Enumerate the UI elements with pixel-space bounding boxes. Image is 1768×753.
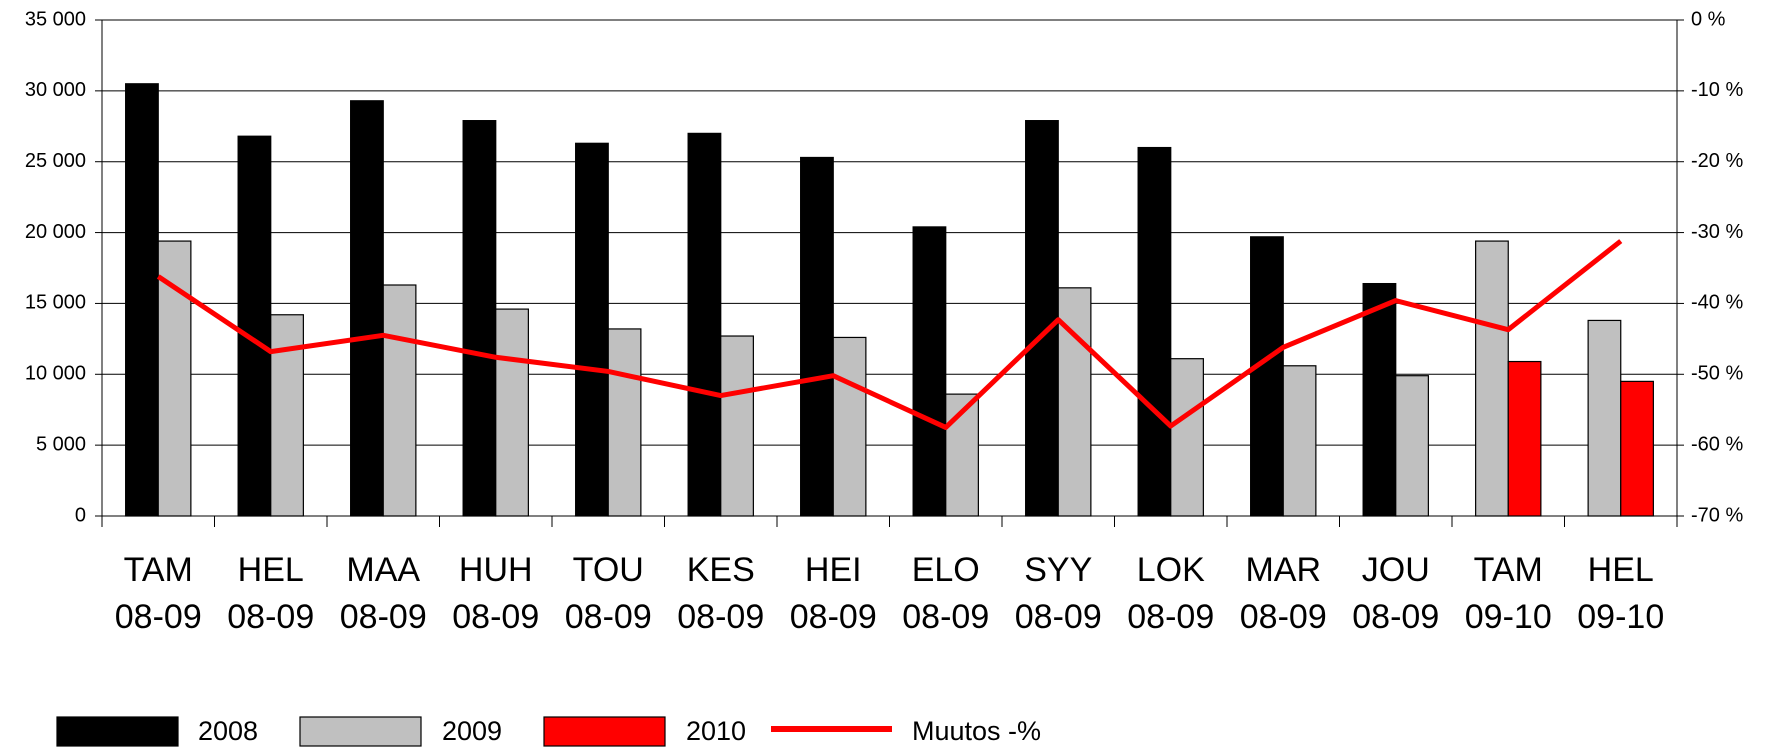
line-series (156, 239, 1623, 430)
y-tick-label: 35 000 (25, 8, 86, 30)
legend-swatch (299, 716, 422, 747)
bar (1250, 236, 1284, 517)
x-tick-label: HEL 08-09 (227, 551, 314, 636)
x-tick-label: KES 08-09 (677, 551, 764, 636)
bar (1587, 319, 1622, 517)
bar (1025, 120, 1059, 517)
y2-tick-label: 0 % (1691, 8, 1726, 30)
y2-tick-label: -30 % (1691, 221, 1743, 243)
bar (1620, 380, 1654, 517)
bar (800, 156, 834, 517)
y-tick-label: 5 000 (36, 433, 86, 455)
bar (1395, 375, 1429, 517)
x-tick-label: ELO 08-09 (902, 551, 989, 636)
legend-label: 2009 (442, 716, 502, 746)
bar (462, 120, 497, 517)
bar (125, 83, 159, 517)
x-tick-label: TAM 09-10 (1465, 551, 1552, 636)
y-tick-label: 10 000 (25, 363, 86, 385)
bar (1507, 360, 1542, 517)
x-tick-label: JOU 08-09 (1352, 551, 1439, 636)
x-tick-label: TAM 08-09 (115, 551, 202, 636)
bar (495, 308, 529, 517)
x-tick-label: HEI 08-09 (790, 551, 877, 636)
x-tick-label: MAA 08-09 (340, 551, 427, 636)
bar (350, 100, 384, 517)
x-tick-label: LOK 08-09 (1127, 551, 1214, 636)
y-tick-label: 0 (75, 504, 86, 526)
bar (912, 226, 947, 517)
legend-label: 2010 (686, 716, 746, 746)
y2-tick-label: -40 % (1691, 292, 1743, 314)
y-tick-label: 15 000 (25, 292, 86, 314)
y2-tick-label: -20 % (1691, 150, 1743, 172)
legend-label: Muutos -% (912, 716, 1041, 746)
bar (575, 142, 609, 517)
x-tick-label: HUH 08-09 (452, 551, 539, 636)
y-tick-label: 30 000 (25, 79, 86, 101)
y-tick-label: 25 000 (25, 150, 86, 172)
y2-tick-label: -60 % (1691, 433, 1743, 455)
x-tick-label: MAR 08-09 (1240, 551, 1327, 636)
legend-label: 2008 (198, 716, 258, 746)
legend-swatch (56, 716, 179, 747)
bar (1170, 358, 1204, 517)
y-tick-label: 20 000 (25, 221, 86, 243)
bar (720, 335, 754, 517)
bar (1362, 282, 1397, 517)
x-tick-label: SYY 08-09 (1015, 551, 1102, 636)
y2-tick-label: -70 % (1691, 504, 1743, 526)
bar (687, 132, 722, 517)
bar (237, 135, 272, 517)
y2-tick-label: -10 % (1691, 79, 1743, 101)
bar (1282, 365, 1317, 517)
x-tick-label: HEL 09-10 (1577, 551, 1664, 636)
bar (832, 336, 867, 517)
x-tick-label: TOU 08-09 (565, 551, 652, 636)
bar (1137, 146, 1172, 517)
legend-swatch (543, 716, 666, 747)
bar (607, 328, 642, 517)
y2-tick-label: -50 % (1691, 363, 1743, 385)
bar (382, 284, 417, 517)
bar (270, 314, 304, 517)
bar (1475, 240, 1509, 517)
